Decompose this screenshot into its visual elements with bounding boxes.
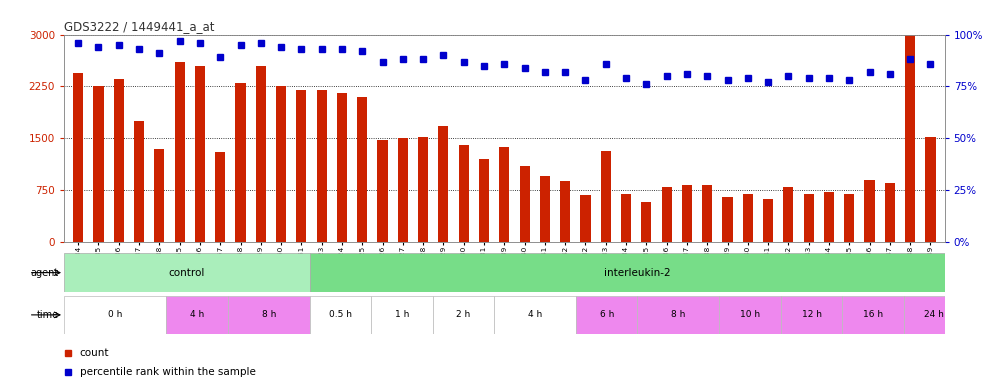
- Bar: [642, 202, 651, 242]
- Bar: [743, 194, 753, 242]
- Bar: [925, 137, 936, 242]
- Text: count: count: [80, 348, 109, 358]
- Bar: [398, 138, 408, 242]
- Text: GDS3222 / 1449441_a_at: GDS3222 / 1449441_a_at: [64, 20, 215, 33]
- Text: agent: agent: [31, 268, 59, 278]
- Bar: [166, 296, 228, 334]
- Bar: [540, 176, 550, 242]
- Bar: [337, 93, 347, 242]
- Text: 4 h: 4 h: [190, 310, 205, 319]
- Text: 2 h: 2 h: [457, 310, 470, 319]
- Bar: [154, 149, 164, 242]
- Bar: [235, 83, 246, 242]
- Bar: [824, 192, 834, 242]
- Bar: [174, 62, 185, 242]
- Text: percentile rank within the sample: percentile rank within the sample: [80, 367, 256, 377]
- Bar: [64, 296, 166, 334]
- Bar: [842, 296, 903, 334]
- Bar: [560, 181, 571, 242]
- Text: 24 h: 24 h: [924, 310, 945, 319]
- Bar: [783, 187, 793, 242]
- Text: control: control: [168, 268, 205, 278]
- Bar: [499, 147, 510, 242]
- Bar: [134, 121, 144, 242]
- Text: 0 h: 0 h: [108, 310, 122, 319]
- Bar: [418, 137, 428, 242]
- Bar: [195, 66, 205, 242]
- Text: 10 h: 10 h: [740, 310, 760, 319]
- Text: 1 h: 1 h: [395, 310, 409, 319]
- Bar: [780, 296, 842, 334]
- Bar: [703, 185, 712, 242]
- Bar: [638, 296, 719, 334]
- Bar: [844, 194, 854, 242]
- Bar: [494, 296, 576, 334]
- Bar: [371, 296, 433, 334]
- Bar: [73, 73, 84, 242]
- Text: 12 h: 12 h: [802, 310, 822, 319]
- Text: 8 h: 8 h: [262, 310, 276, 319]
- Text: time: time: [37, 310, 59, 320]
- Text: interleukin-2: interleukin-2: [604, 268, 671, 278]
- Bar: [64, 253, 310, 292]
- Text: 4 h: 4 h: [527, 310, 542, 319]
- Bar: [357, 97, 367, 242]
- Bar: [228, 296, 310, 334]
- Bar: [479, 159, 489, 242]
- Bar: [600, 151, 611, 242]
- Bar: [317, 90, 327, 242]
- Bar: [905, 35, 915, 242]
- Bar: [310, 253, 965, 292]
- Bar: [763, 199, 773, 242]
- Bar: [719, 296, 780, 334]
- Text: 6 h: 6 h: [599, 310, 614, 319]
- Bar: [114, 79, 124, 242]
- Bar: [682, 185, 692, 242]
- Bar: [520, 166, 529, 242]
- Bar: [865, 180, 875, 242]
- Bar: [433, 296, 494, 334]
- Bar: [576, 296, 638, 334]
- Text: 16 h: 16 h: [863, 310, 883, 319]
- Bar: [621, 194, 631, 242]
- Bar: [378, 140, 388, 242]
- Bar: [903, 296, 965, 334]
- Bar: [256, 66, 266, 242]
- Bar: [722, 197, 732, 242]
- Bar: [885, 183, 894, 242]
- Bar: [277, 86, 286, 242]
- Text: 8 h: 8 h: [671, 310, 686, 319]
- Bar: [93, 86, 103, 242]
- Bar: [459, 145, 468, 242]
- Text: 0.5 h: 0.5 h: [329, 310, 352, 319]
- Bar: [661, 187, 672, 242]
- Bar: [804, 194, 814, 242]
- Bar: [215, 152, 225, 242]
- Bar: [438, 126, 449, 242]
- Bar: [581, 195, 590, 242]
- Bar: [296, 90, 306, 242]
- Bar: [310, 296, 371, 334]
